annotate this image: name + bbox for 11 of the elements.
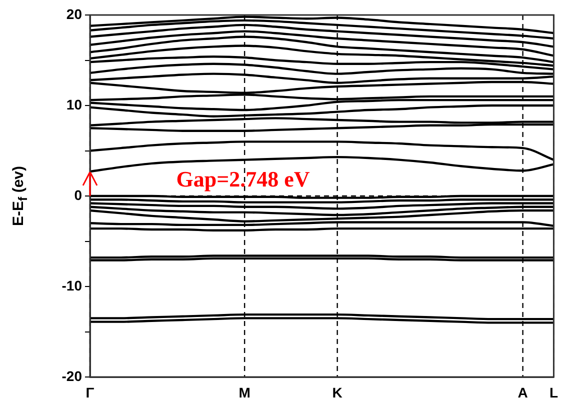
y-tick-label: -20 — [62, 368, 82, 384]
x-tick-label: L — [549, 384, 558, 400]
annotation: Gap=2.748 eV — [176, 166, 310, 192]
x-tick-label: Γ — [86, 384, 95, 400]
x-tick-label: K — [332, 384, 342, 400]
x-tick-label: A — [518, 384, 528, 400]
y-tick-label: 20 — [66, 6, 82, 22]
y-tick-label: 0 — [74, 186, 82, 203]
y-tick-label: 10 — [66, 96, 82, 112]
y-tick-label: -10 — [62, 277, 82, 294]
x-tick-label: M — [238, 384, 250, 400]
